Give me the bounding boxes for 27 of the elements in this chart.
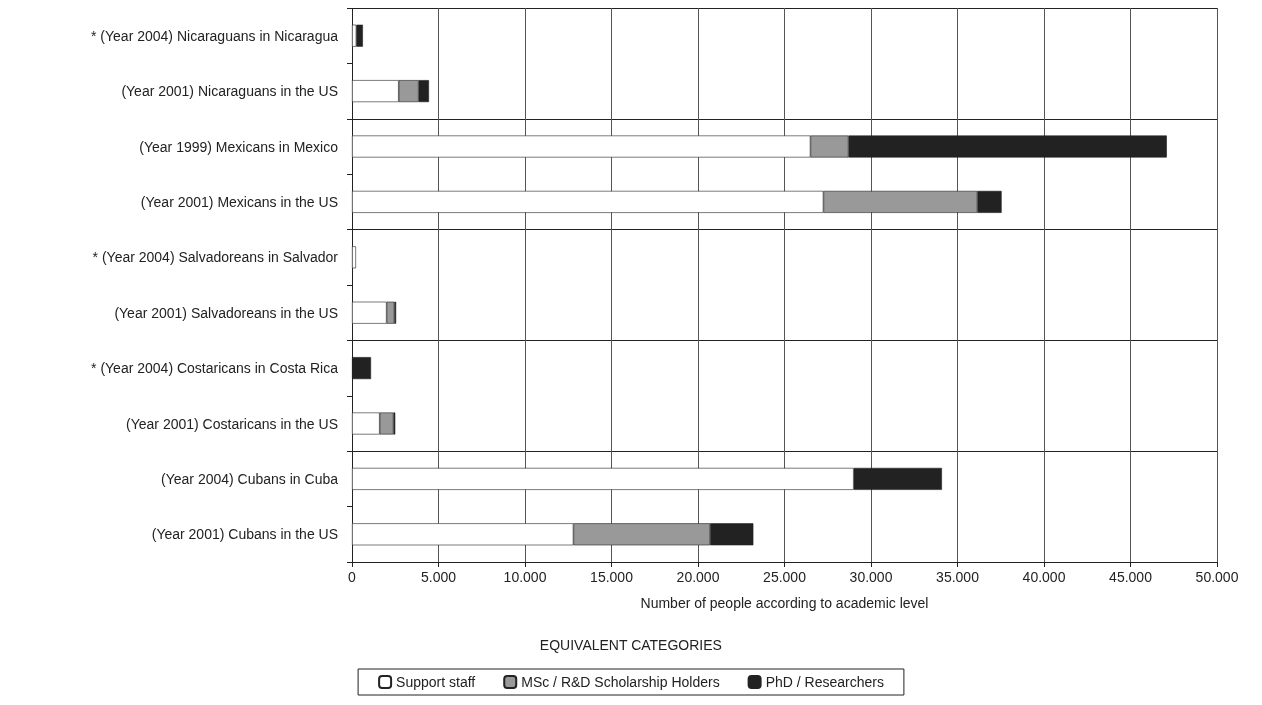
- y-tick-label: (Year 2001) Cubans in the US: [151, 526, 338, 543]
- x-tick-label: 50.000: [1195, 569, 1239, 585]
- x-tick-label: 40.000: [1022, 569, 1066, 585]
- x-tick-label: 30.000: [849, 569, 893, 585]
- x-tick-label: 10.000: [503, 569, 547, 585]
- legend-label: MSc / R&D Scholarship Holders: [521, 674, 720, 690]
- x-tick-label: 0: [348, 569, 357, 585]
- x-tick-label: 20.000: [676, 569, 720, 585]
- legend-title: EQUIVALENT CATEGORIES: [539, 637, 722, 653]
- y-tick-label: (Year 2001) Nicaraguans in the US: [121, 83, 338, 100]
- y-tick-label: (Year 2001) Mexicans in the US: [140, 193, 338, 210]
- x-tick-label: 35.000: [936, 569, 980, 585]
- legend-label: PhD / Researchers: [765, 674, 884, 690]
- bar: [356, 24, 363, 47]
- y-tick-label: (Year 2004) Cubans in Cuba: [161, 470, 339, 487]
- y-tick-label: * (Year 2004) Costaricans in Costa Rica: [91, 360, 339, 377]
- legend-label: Support staff: [396, 674, 476, 690]
- y-tick-label: (Year 2001) Salvadoreans in the US: [114, 304, 338, 321]
- x-tick-label: 15.000: [590, 569, 634, 585]
- x-tick-label: 5.000: [420, 569, 457, 585]
- x-tick-label: 45.000: [1109, 569, 1153, 585]
- y-tick-label: * (Year 2004) Nicaraguans in Nicaragua: [91, 27, 339, 44]
- x-tick-label: 25.000: [763, 569, 807, 585]
- y-tick-label: (Year 1999) Mexicans in Mexico: [139, 138, 339, 155]
- x-axis-title: Number of people according to academic level: [640, 595, 929, 611]
- y-tick-label: (Year 2001) Costaricans in the US: [126, 415, 338, 432]
- y-tick-label: * (Year 2004) Salvadoreans in Salvador: [92, 249, 339, 266]
